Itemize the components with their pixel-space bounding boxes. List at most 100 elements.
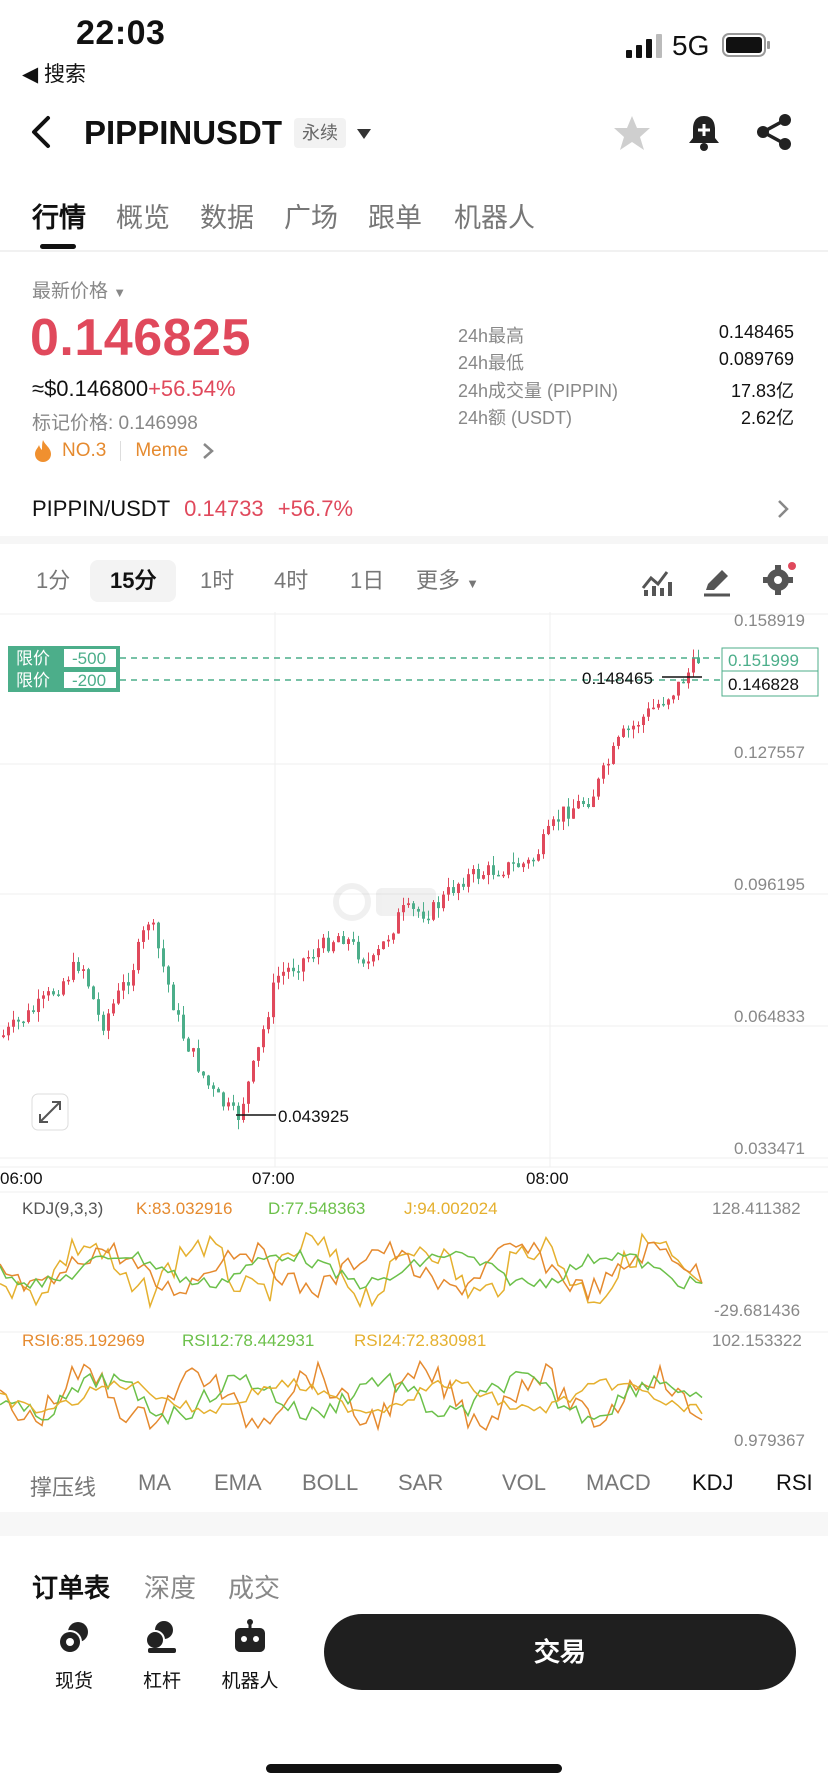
candle-body (292, 967, 295, 972)
candle-body (132, 970, 135, 986)
latest-price-label[interactable]: 最新价格 ▼ (32, 276, 126, 303)
stat-24h-high-label: 24h最高 (458, 326, 525, 346)
candle-body (647, 708, 650, 717)
spot-pair-row[interactable]: PIPPIN/USDT 0.14733 +56.7% (32, 496, 796, 526)
candle-body (457, 883, 460, 893)
share-icon[interactable] (754, 112, 794, 152)
candle-body (122, 982, 125, 991)
usd-price: ≈$0.146800 (32, 376, 149, 401)
candle-body (142, 930, 145, 942)
indicator-line (0, 1370, 703, 1426)
fullscreen-expand-icon[interactable] (31, 1093, 69, 1131)
tab-bot[interactable]: 机器人 (454, 203, 535, 233)
spot-coins-icon[interactable] (54, 1618, 94, 1658)
candle-body (2, 1035, 5, 1038)
candle-body (572, 808, 575, 819)
candle-body (97, 999, 100, 1015)
chevron-right-icon[interactable] (776, 498, 790, 520)
leverage-icon[interactable] (142, 1618, 182, 1658)
candle-body (207, 1075, 210, 1086)
candle-body (282, 971, 285, 976)
caret-down-icon: ▼ (466, 576, 480, 591)
candle-body (152, 922, 155, 925)
caret-down-icon[interactable] (356, 128, 372, 140)
candle-body (182, 1014, 185, 1039)
back-to-app-link[interactable]: ◀ 搜索 (22, 63, 86, 86)
candle-body (372, 955, 375, 962)
chevron-right-icon (203, 443, 215, 459)
favorite-star-icon[interactable] (612, 113, 652, 153)
chart-grid (0, 612, 828, 1333)
interval-more[interactable]: 更多 ▼ (416, 560, 479, 602)
tab-square[interactable]: 广场 (284, 203, 338, 233)
interval-15m[interactable]: 15分 (90, 560, 177, 602)
price-alert-bell-icon[interactable] (684, 112, 724, 152)
kdj-j: J:94.002024 (404, 1199, 498, 1218)
candle-body (217, 1088, 220, 1093)
indicator-tab-ma[interactable]: MA (138, 1470, 171, 1495)
candle-body (112, 1003, 115, 1014)
candlestick-chart[interactable]: 限价 -500 限价 -200 0.151999 0.146828 0.1484… (0, 612, 828, 1452)
candle-body (507, 862, 510, 875)
interval-4h[interactable]: 4时 (274, 568, 309, 593)
indicator-tab-vol[interactable]: VOL (502, 1470, 547, 1495)
back-arrow-icon[interactable] (26, 112, 56, 152)
indicator-tab-boll[interactable]: BOLL (302, 1470, 359, 1495)
indicator-tab-kdj[interactable]: KDJ (692, 1470, 734, 1495)
candle-body (242, 1103, 245, 1120)
candle-body (32, 1010, 35, 1013)
chart-settings-gear-icon[interactable] (762, 562, 796, 596)
pair-title[interactable]: PIPPINUSDT (84, 114, 283, 151)
candle-body (597, 778, 600, 797)
interval-1m[interactable]: 1分 (36, 568, 71, 593)
signal-icon (626, 34, 662, 58)
nav-leverage-label[interactable]: 杠杆 (142, 1671, 181, 1692)
limit-order-tag-1[interactable]: 限价 -500 (8, 646, 120, 670)
stat-24h-volume-label: 24h成交量 (PIPPIN) (458, 381, 619, 401)
candle-body (27, 1010, 30, 1022)
candle-body (437, 902, 440, 909)
indicator-tab-sar[interactable]: SAR (398, 1470, 444, 1495)
candle-body (102, 1014, 105, 1031)
limit-order-qty: -200 (72, 671, 106, 690)
rank-row[interactable]: NO.3 Meme (32, 438, 215, 464)
limit-order-tag-2[interactable]: 限价 -200 (8, 670, 120, 692)
category-tag: Meme (135, 440, 189, 461)
interval-1d[interactable]: 1日 (350, 568, 385, 593)
trade-button[interactable]: 交易 (324, 1614, 796, 1690)
indicator-icon[interactable] (640, 564, 674, 598)
indicator-tab-ema[interactable]: EMA (214, 1470, 262, 1495)
tab-order-book[interactable]: 订单表 (32, 1573, 111, 1603)
candle-body (42, 995, 45, 999)
candle-body (617, 736, 620, 746)
candle-body (377, 949, 380, 956)
tab-depth[interactable]: 深度 (144, 1573, 197, 1603)
candle-body (552, 819, 555, 826)
candle-body (677, 681, 680, 696)
tab-copy-trade[interactable]: 跟单 (368, 203, 422, 233)
tab-data[interactable]: 数据 (200, 203, 254, 233)
tab-trades[interactable]: 成交 (228, 1573, 281, 1603)
interval-more-label: 更多 (416, 568, 461, 593)
candle-body (672, 695, 675, 700)
nav-spot-label[interactable]: 现货 (54, 1671, 93, 1692)
candle-body (252, 1060, 255, 1082)
indicator-tab-support-resistance[interactable]: 撑压线 (30, 1475, 97, 1500)
robot-icon[interactable] (230, 1618, 270, 1658)
perpetual-tag[interactable]: 永续 (294, 118, 346, 148)
candle-body (287, 967, 290, 972)
stat-24h-volume-value: 17.83亿 (730, 381, 794, 401)
candle-body (72, 961, 75, 980)
candle-body (362, 959, 365, 964)
indicator-tab-macd[interactable]: MACD (586, 1470, 651, 1495)
tab-market[interactable]: 行情 (32, 203, 86, 233)
candle-body (562, 806, 565, 822)
interval-1h[interactable]: 1时 (200, 568, 235, 593)
candle-body (642, 716, 645, 726)
draw-pencil-icon[interactable] (700, 564, 734, 598)
indicator-tab-rsi[interactable]: RSI (776, 1470, 813, 1495)
nav-bot-label[interactable]: 机器人 (221, 1671, 279, 1692)
tab-overview[interactable]: 概览 (116, 203, 170, 233)
flame-icon (35, 440, 51, 462)
candle-body (327, 937, 330, 952)
